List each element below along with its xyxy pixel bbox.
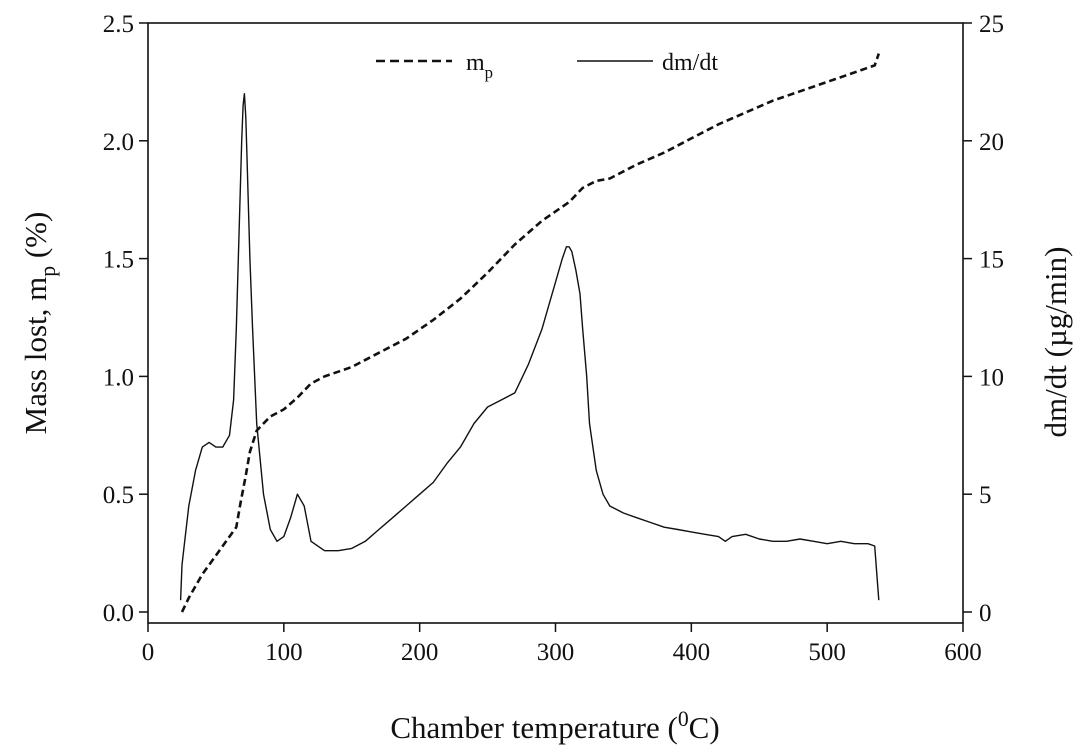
x-axis-title: Chamber temperature (0C): [390, 707, 719, 745]
x-tick-label: 600: [944, 639, 982, 666]
right-y-axis-ticks: 0 5 10 15 20 25: [963, 11, 1004, 627]
left-y-tick-label: 0.5: [103, 482, 134, 509]
series-layer: [179, 53, 881, 613]
x-tick-label: 300: [537, 639, 575, 666]
legend: mp dm/dt: [376, 50, 718, 82]
left-y-tick-label: 2.5: [103, 11, 134, 38]
right-y-tick-label: 5: [979, 482, 992, 509]
right-y-tick-label: 0: [979, 600, 992, 627]
series-dmdt-line: [179, 93, 880, 601]
x-tick-label: 500: [808, 639, 846, 666]
left-y-tick-label: 1.0: [103, 364, 134, 391]
left-y-tick-label: 1.5: [103, 247, 134, 274]
legend-mp-label: mp: [466, 50, 493, 82]
x-tick-label: 400: [673, 639, 711, 666]
x-axis-ticks: 0 100 200 300 400 500 600: [142, 623, 982, 666]
x-tick-label: 0: [142, 639, 155, 666]
right-y-tick-label: 10: [979, 364, 1004, 391]
left-y-axis-ticks: 0.0 0.5 1.0 1.5 2.0 2.5: [103, 11, 148, 627]
left-y-tick-label: 2.0: [103, 129, 134, 156]
legend-dmdt-label: dm/dt: [662, 50, 718, 76]
left-y-axis-title: Mass lost, mp (%): [18, 212, 60, 435]
plot-frame: [147, 22, 964, 624]
x-tick-label: 200: [401, 639, 439, 666]
right-y-axis-title: dm/dt (µg/min): [1038, 247, 1073, 438]
right-y-tick-label: 15: [979, 247, 1004, 274]
x-tick-label: 100: [265, 639, 303, 666]
right-y-tick-label: 20: [979, 129, 1004, 156]
right-y-tick-label: 25: [979, 11, 1004, 38]
left-y-tick-label: 0.0: [103, 600, 134, 627]
series-mp-line: [180, 53, 881, 613]
